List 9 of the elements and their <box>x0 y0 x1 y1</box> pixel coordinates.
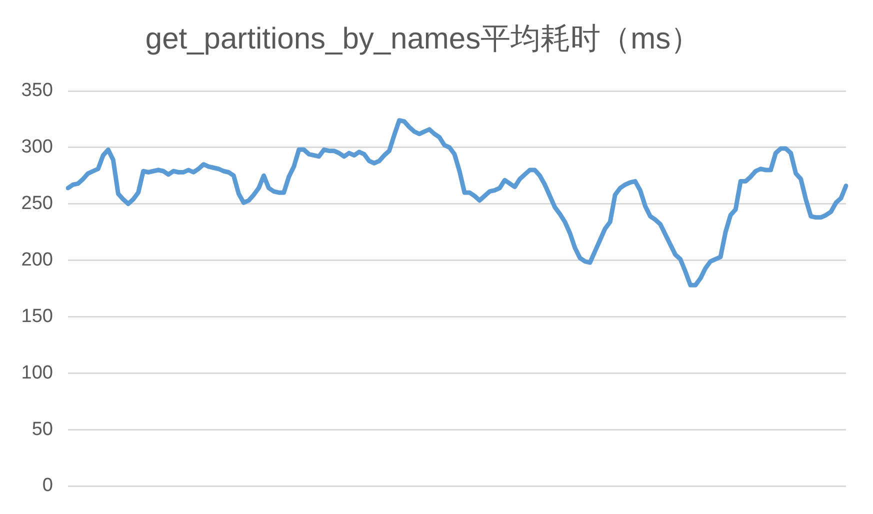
y-tick-label: 50 <box>32 418 53 440</box>
y-tick-label: 0 <box>42 475 53 496</box>
y-tick-label: 200 <box>21 250 53 271</box>
y-tick-label: 350 <box>21 80 53 102</box>
y-tick-label: 250 <box>21 193 53 214</box>
y-tick-label: 100 <box>21 362 53 384</box>
chart-title: get_partitions_by_names平均耗时（ms） <box>145 22 701 56</box>
y-tick-label: 300 <box>21 136 53 158</box>
y-tick-label: 150 <box>21 306 53 327</box>
